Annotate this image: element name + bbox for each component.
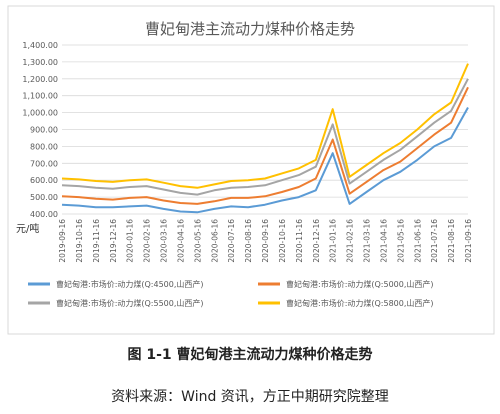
x-tick-label: 2021-01-16 [329,219,338,263]
y-tick-label: 800.00 [30,142,58,151]
figure-caption: 图 1-1 曹妃甸港主流动力煤种价格走势 [127,347,373,363]
chart-container: 曹妃甸港主流动力煤种价格走势 元/吨 400.00 500.00 600.00 700… [7,5,495,335]
x-tick-label: 2020-08-16 [244,219,253,263]
x-tick-label: 2020-09-16 [261,219,270,263]
x-axis-ticks: 2019-09-16 2019-10-16 2019-11-16 2019-12-16… [58,219,473,263]
x-tick-label: 2021-06-16 [413,219,422,263]
x-tick-label: 2020-11-16 [295,219,304,263]
series-line-1 [61,107,469,214]
y-tick-label: 1,000.00 [22,109,58,118]
series-line-3 [61,78,469,196]
x-tick-label: 2020-06-16 [210,219,219,263]
x-tick-label: 2021-05-16 [396,219,405,263]
source-note: 资料来源：Wind 资讯，方正中期研究院整理 [111,389,389,405]
series-line-2 [61,86,469,205]
y-tick-label: 1,100.00 [22,92,58,101]
chart-title: 曹妃甸港主流动力煤种价格走势 [145,20,355,38]
x-tick-label: 2020-03-16 [160,219,169,263]
y-tick-label: 1,200.00 [22,75,58,84]
x-tick-label: 2020-07-16 [227,219,236,263]
x-tick-label: 2021-02-16 [346,219,355,263]
x-tick-label: 2021-04-16 [379,219,388,263]
legend-label-4: 曹妃甸港:市场价:动力煤(Q:5800,山西产) [286,298,434,308]
x-tick-label: 2019-12-16 [109,219,118,263]
x-tick-label: 2020-01-16 [126,219,135,263]
y-axis-ticks: 400.00 500.00 600.00 700.00 800.00 900.00 1,00… [22,41,58,219]
y-tick-label: 600.00 [30,176,58,185]
legend-label-2: 曹妃甸港:市场价:动力煤(Q:5000,山西产) [286,279,434,289]
series-lines [61,63,469,214]
x-tick-label: 2019-09-16 [58,219,67,263]
x-tick-label: 2021-08-16 [447,219,456,263]
x-tick-label: 2020-12-16 [312,219,321,263]
chart-frame [7,5,495,335]
y-axis-label: 元/吨 [16,222,39,235]
x-tick-label: 2019-10-16 [75,219,84,263]
x-tick-label: 2020-02-16 [143,219,152,263]
y-tick-label: 1,300.00 [22,58,58,67]
y-tick-label: 900.00 [30,126,58,135]
y-tick-label: 700.00 [30,159,58,168]
y-tick-label: 400.00 [30,210,58,219]
legend-label-1: 曹妃甸港:市场价:动力煤(Q:4500,山西产) [56,279,204,289]
x-tick-label: 2021-09-16 [464,219,473,263]
x-tick-label: 2020-05-16 [193,219,202,263]
y-tick-label: 1,400.00 [22,41,58,50]
x-tick-label: 2020-10-16 [278,219,287,263]
price-line-chart: 曹妃甸港主流动力煤种价格走势 元/吨 400.00 500.00 600.00 700… [7,5,495,335]
x-tick-label: 2020-04-16 [176,219,185,263]
legend-label-3: 曹妃甸港:市场价:动力煤(Q:5500,山西产) [56,298,204,308]
legend: 曹妃甸港:市场价:动力煤(Q:4500,山西产) 曹妃甸港:市场价:动力煤(Q:5… [28,279,434,308]
y-tick-label: 500.00 [30,193,58,202]
x-tick-label: 2019-11-16 [92,219,101,263]
x-tick-label: 2021-03-16 [363,219,372,263]
series-line-4 [61,63,469,189]
x-tick-label: 2021-07-16 [430,219,439,263]
